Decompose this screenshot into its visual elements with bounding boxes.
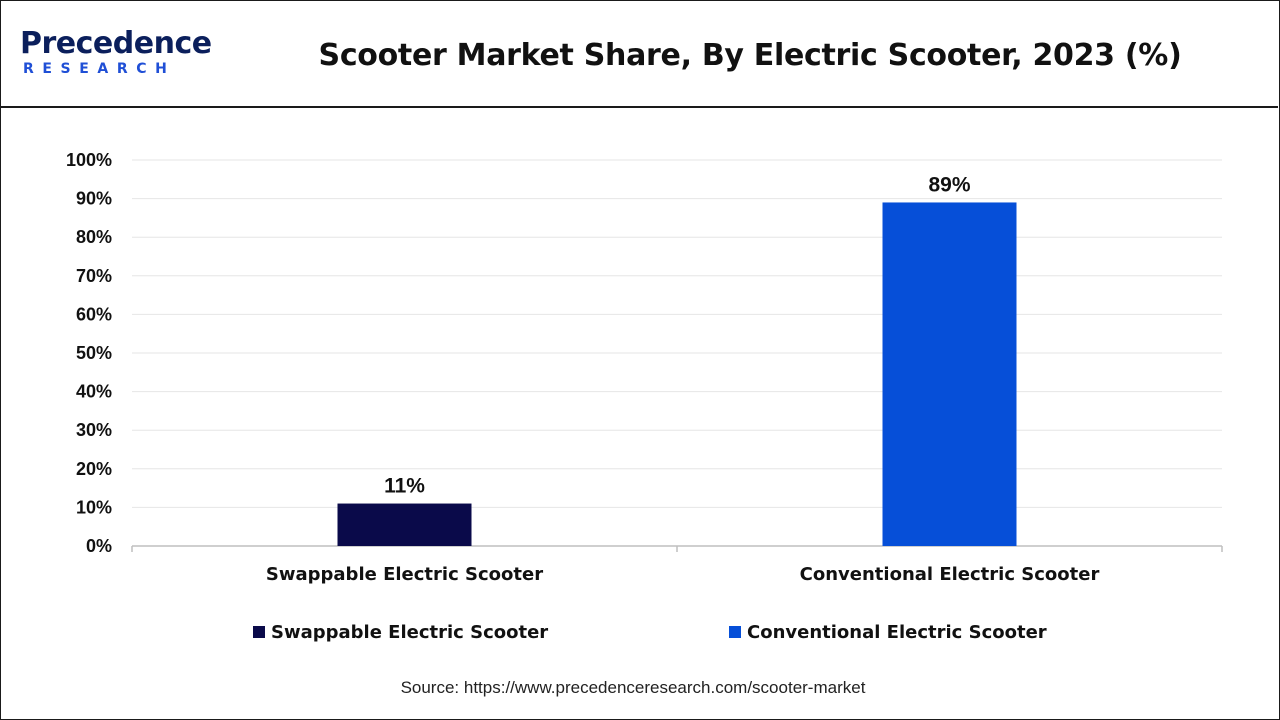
y-tick-label: 30% xyxy=(76,420,112,440)
y-tick-label: 100% xyxy=(66,150,112,170)
y-tick-label: 90% xyxy=(76,189,112,209)
chart-title: Scooter Market Share, By Electric Scoote… xyxy=(318,38,1182,73)
y-tick-label: 70% xyxy=(76,266,112,286)
legend-swatch-conventional xyxy=(729,626,741,638)
y-tick-label: 10% xyxy=(76,497,112,517)
y-tick-label: 80% xyxy=(76,227,112,247)
source-note: Source: https://www.precedenceresearch.c… xyxy=(400,678,866,697)
x-tick-label: Swappable Electric Scooter xyxy=(266,564,543,585)
logo-sub-text: RESEARCH xyxy=(23,61,176,77)
x-tick-label: Conventional Electric Scooter xyxy=(800,564,1100,585)
bar xyxy=(882,202,1017,546)
data-label: 89% xyxy=(928,173,970,196)
legend-swatch-swappable xyxy=(253,626,265,638)
legend: Swappable Electric Scooter Conventional … xyxy=(0,620,1280,644)
y-tick-label: 60% xyxy=(76,304,112,324)
y-tick-label: 0% xyxy=(86,536,112,556)
header: Precedence RESEARCH Scooter Market Share… xyxy=(0,0,1278,108)
y-tick-label: 40% xyxy=(76,382,112,402)
logo-main-text: Precedence xyxy=(20,26,212,61)
y-tick-label: 50% xyxy=(76,343,112,363)
legend-item-swappable: Swappable Electric Scooter xyxy=(253,620,548,644)
data-label: 11% xyxy=(384,475,425,498)
legend-item-conventional: Conventional Electric Scooter xyxy=(729,620,1047,644)
bar xyxy=(337,503,472,546)
y-tick-label: 20% xyxy=(76,459,112,479)
bar-chart: 0% 10% 20% 30% 40% 50% 60% 70% 80% 90% 100% 11% Swap… xyxy=(66,150,1223,585)
logo: Precedence RESEARCH xyxy=(20,26,220,86)
legend-label-conventional: Conventional Electric Scooter xyxy=(747,621,1047,643)
legend-label-swappable: Swappable Electric Scooter xyxy=(271,621,549,643)
